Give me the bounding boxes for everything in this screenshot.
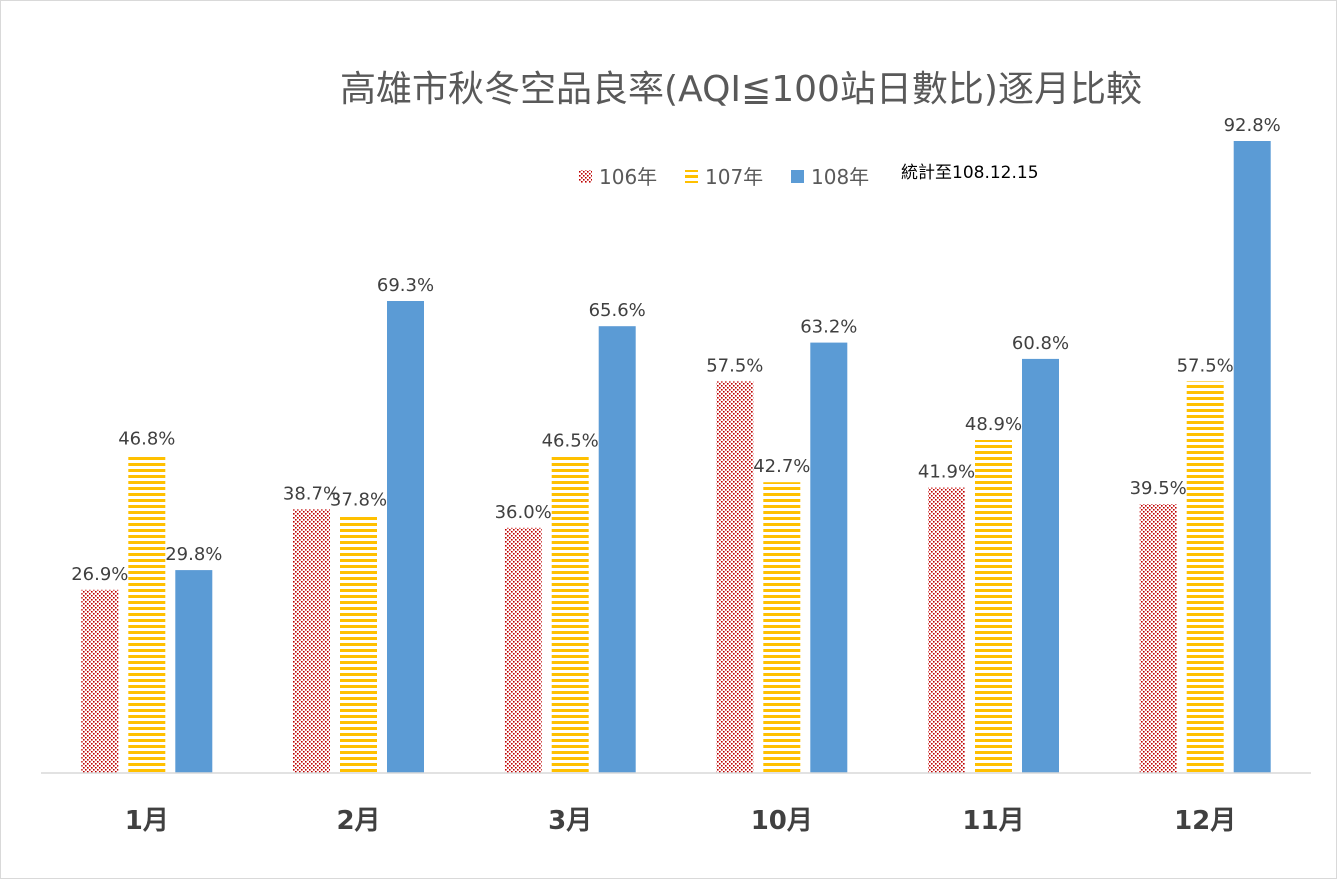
- x-tick-label-2: 2月: [336, 806, 380, 836]
- data-label-1-3: 36.0%: [495, 502, 552, 523]
- x-tick-label-4: 10月: [751, 806, 813, 836]
- legend: 106年 107年 108年: [579, 165, 869, 189]
- legend-label-2: 107年: [705, 165, 763, 189]
- legend-swatch-3: [791, 170, 804, 183]
- data-label-2-4: 42.7%: [753, 456, 810, 477]
- bar-1-3: [504, 527, 542, 773]
- bar-3-1: [175, 570, 213, 773]
- x-tick-label-6: 12月: [1174, 806, 1236, 836]
- data-label-3-6: 92.8%: [1224, 115, 1281, 136]
- legend-swatch-1: [579, 170, 592, 183]
- data-label-3-3: 65.6%: [589, 300, 646, 321]
- bar-2-2: [340, 515, 377, 773]
- data-label-3-2: 69.3%: [377, 275, 434, 296]
- data-label-3-1: 29.8%: [165, 544, 222, 565]
- bar-3-2: [387, 301, 424, 773]
- bar-1-5: [928, 487, 965, 773]
- data-label-3-5: 60.8%: [1012, 333, 1069, 354]
- legend-label-3: 108年: [811, 165, 869, 189]
- legend-swatch-2: [685, 170, 698, 183]
- bar-2-4: [763, 482, 801, 773]
- data-label-1-1: 26.9%: [71, 564, 128, 585]
- data-label-2-2: 37.8%: [330, 490, 387, 511]
- bar-3-3: [598, 326, 636, 773]
- bar-1-4: [716, 381, 754, 773]
- bar-3-5: [1022, 358, 1059, 773]
- data-label-1-4: 57.5%: [706, 355, 763, 376]
- data-label-1-2: 38.7%: [283, 483, 340, 504]
- bar-2-1: [128, 454, 166, 773]
- x-tick-label-5: 11月: [962, 806, 1024, 836]
- bars-group: 26.9% 46.8% 29.8% 38.7%37.8% 69.3% 36.0% 46.5%…: [71, 115, 1281, 773]
- data-label-2-3: 46.5%: [542, 430, 599, 451]
- legend-label-1: 106年: [599, 165, 657, 189]
- bar-2-5: [975, 440, 1012, 773]
- bar-1-2: [293, 509, 330, 773]
- bar-3-4: [810, 342, 848, 773]
- chart-note: 統計至108.12.15: [901, 163, 1039, 183]
- x-axis-labels: 1月 2月 3月 10月 11月 12月: [125, 806, 1237, 836]
- data-label-2-5: 48.9%: [965, 414, 1022, 435]
- bar-2-3: [551, 456, 589, 773]
- x-tick-label-3: 3月: [548, 806, 592, 836]
- data-label-1-5: 41.9%: [918, 462, 975, 483]
- bar-1-6: [1139, 504, 1177, 773]
- bar-3-6: [1233, 141, 1271, 773]
- bar-2-6: [1186, 381, 1224, 773]
- data-label-2-1: 46.8%: [118, 428, 175, 449]
- data-label-2-6: 57.5%: [1177, 355, 1234, 376]
- chart-title: 高雄市秋冬空品良率(AQI≦100站日數比)逐月比較: [340, 69, 1142, 110]
- data-label-1-6: 39.5%: [1130, 478, 1187, 499]
- x-tick-label-1: 1月: [125, 806, 169, 836]
- bar-1-1: [81, 589, 119, 773]
- data-label-3-4: 63.2%: [800, 317, 857, 338]
